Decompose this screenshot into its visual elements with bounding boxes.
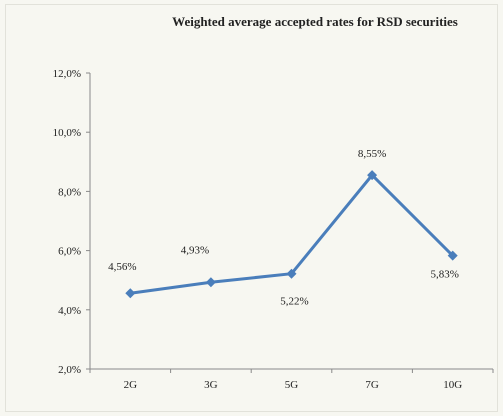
- x-tick-label: 7G: [365, 379, 379, 391]
- y-tick-label: 6,0%: [58, 246, 81, 258]
- x-tick-label: 5G: [285, 379, 299, 391]
- y-tick-label: 4,0%: [58, 305, 81, 317]
- data-point-marker: [447, 250, 458, 261]
- chart-area: Weighted average accepted rates for RSD …: [5, 4, 498, 412]
- y-tick-label: 2,0%: [58, 364, 81, 376]
- axes: 2,0% 4,0% 6,0% 8,0% 10,0% 12,0% 2G 3G 5G 7G 10G: [53, 68, 494, 391]
- data-label: 4,56%: [108, 261, 136, 273]
- y-tick-label: 8,0%: [58, 186, 81, 198]
- data-label: 8,55%: [358, 148, 386, 160]
- x-tick-label: 3G: [204, 379, 218, 391]
- data-label: 5,83%: [430, 269, 458, 281]
- data-label: 4,93%: [181, 244, 209, 256]
- data-point-marker: [286, 268, 297, 279]
- data-point-marker: [125, 288, 136, 299]
- chart-title: Weighted average accepted rates for RSD …: [172, 14, 458, 29]
- line-chart: Weighted average accepted rates for RSD …: [53, 14, 494, 391]
- y-tick-label: 10,0%: [53, 127, 81, 139]
- data-label: 5,22%: [280, 296, 308, 308]
- y-tick-label: 12,0%: [53, 68, 81, 80]
- series-line-group: 4,56% 4,93% 5,22% 8,55% 5,83%: [108, 148, 459, 308]
- data-point-marker: [367, 170, 378, 181]
- data-point-marker: [205, 277, 216, 288]
- x-tick-label: 10G: [443, 379, 462, 391]
- x-tick-label: 2G: [124, 379, 138, 391]
